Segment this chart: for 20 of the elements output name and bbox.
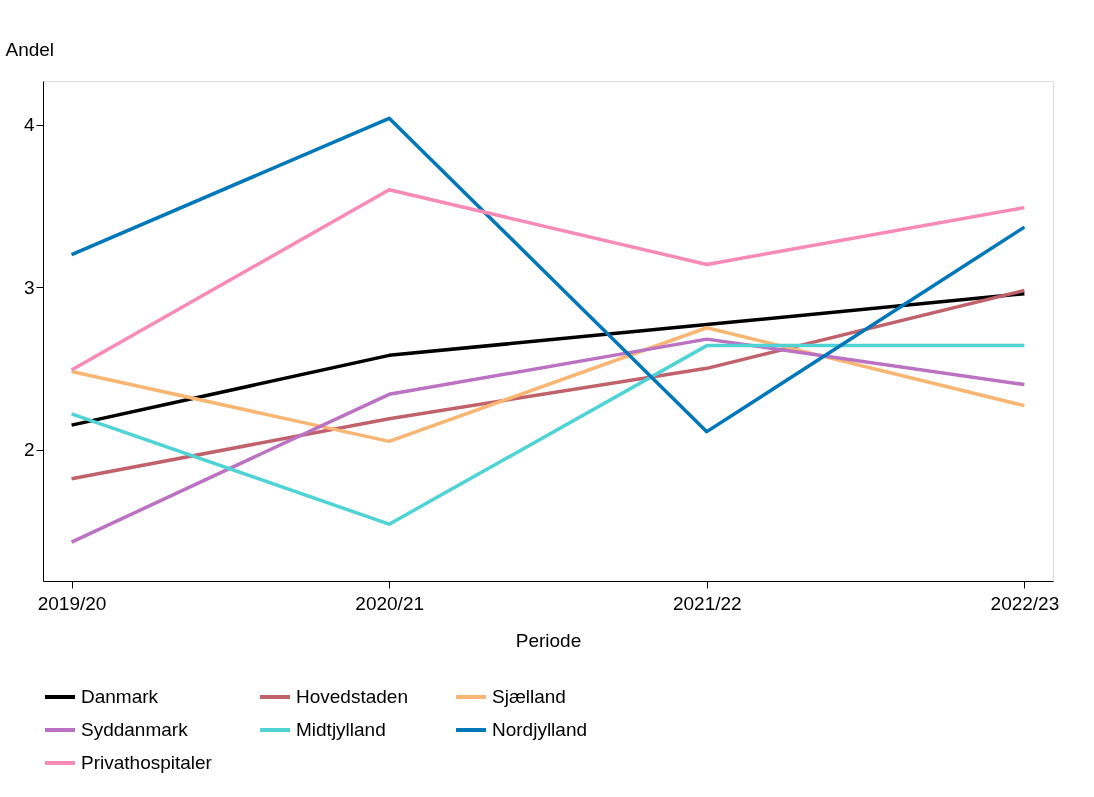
x-tick-label: 2020/21 <box>355 592 425 614</box>
line-series <box>69 116 1027 434</box>
line-series <box>69 291 1027 427</box>
legend-label: Syddanmark <box>81 719 189 740</box>
y-tick-label: 3 <box>23 276 35 298</box>
x-tick-label: 2019/20 <box>37 592 107 614</box>
y-tick-label: 4 <box>23 114 35 136</box>
line-series <box>69 188 1027 372</box>
x-axis-title: Periode <box>515 629 582 651</box>
x-tick-label: 2021/22 <box>672 592 742 614</box>
x-tick-label: 2022/23 <box>990 592 1060 614</box>
legend-label: Danmark <box>81 686 159 707</box>
legend-label: Nordjylland <box>492 719 588 740</box>
legend-label: Privathospitaler <box>81 752 213 773</box>
legend-label: Hovedstaden <box>296 686 408 707</box>
line-series <box>69 326 1027 444</box>
y-axis-title: Andel <box>5 38 55 60</box>
legend-label: Sjælland <box>492 686 566 707</box>
legend-label: Midtjylland <box>296 719 386 740</box>
y-tick-label: 2 <box>23 439 35 461</box>
